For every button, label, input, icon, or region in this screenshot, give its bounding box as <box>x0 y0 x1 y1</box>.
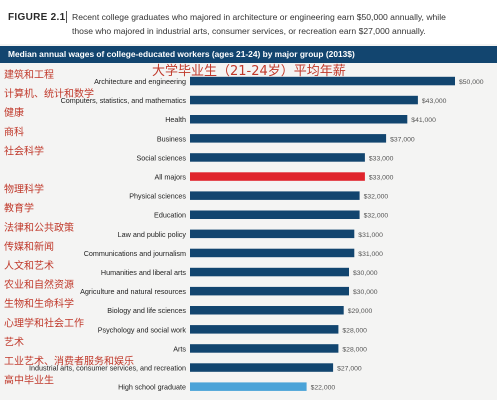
category-label: Biology and life sciences <box>107 306 186 315</box>
bar <box>190 76 455 86</box>
bar <box>190 153 365 162</box>
bar <box>190 134 387 143</box>
category-label: Education <box>154 211 186 220</box>
chinese-label: 计算机、统计和数学 <box>4 87 94 100</box>
figure-divider <box>66 11 67 23</box>
category-label: Law and public policy <box>118 230 187 239</box>
value-label: $31,000 <box>358 232 383 239</box>
caption-line-1: Recent college graduates who majored in … <box>72 12 446 22</box>
value-label: $22,000 <box>311 385 336 392</box>
category-label: All majors <box>154 173 186 182</box>
value-label: $28,000 <box>342 327 367 334</box>
value-label: $32,000 <box>364 194 389 201</box>
bar <box>190 172 365 181</box>
bar <box>190 382 307 391</box>
bar <box>190 286 349 296</box>
category-label: Business <box>157 134 187 143</box>
value-label: $37,000 <box>390 136 415 143</box>
chinese-label: 工业艺术、消费者服务和娱乐 <box>4 355 134 368</box>
chinese-label: 生物和生命科学 <box>4 297 74 310</box>
figure-label: FIGURE 2.1 <box>8 12 65 23</box>
value-label: $50,000 <box>459 79 484 86</box>
value-label: $33,000 <box>369 175 394 182</box>
chinese-label: 物理科学 <box>4 183 44 196</box>
figure-header: FIGURE 2.1 Recent college graduates who … <box>0 0 497 44</box>
figure-number: FIGURE 2.1 <box>8 12 66 23</box>
bar <box>190 210 360 219</box>
value-label: $33,000 <box>369 155 394 162</box>
chinese-label: 健康 <box>4 106 24 119</box>
category-label: Computers, statistics, and mathematics <box>61 96 187 105</box>
bar <box>190 306 344 315</box>
caption-line-2: those who majored in industrial arts, co… <box>72 26 426 36</box>
category-label: Humanities and liberal arts <box>101 268 186 277</box>
figure-caption: Recent college graduates who majored in … <box>72 10 492 38</box>
category-label: Health <box>165 115 186 124</box>
category-label: Physical sciences <box>129 192 186 201</box>
bar <box>190 363 334 372</box>
chinese-label: 人文和艺术 <box>4 259 54 272</box>
bar <box>190 248 355 258</box>
value-label: $32,000 <box>364 213 389 220</box>
chinese-label: 建筑和工程 <box>4 68 54 81</box>
bar <box>190 344 339 353</box>
overlay-title: 大学毕业生（21-24岁）平均年薪 <box>152 64 346 79</box>
category-label: Architecture and engineering <box>94 77 186 86</box>
value-label: $27,000 <box>337 366 362 373</box>
category-label: Industrial arts, consumer services, and … <box>29 364 186 373</box>
category-label: High school graduate <box>118 383 186 392</box>
value-label: $41,000 <box>411 117 436 124</box>
chart-subtitle-band: Median annual wages of college-educated … <box>0 46 497 63</box>
value-label: $30,000 <box>353 289 378 296</box>
value-label: $28,000 <box>342 346 367 353</box>
category-label: Communications and journalism <box>84 249 186 258</box>
chart-subtitle: Median annual wages of college-educated … <box>8 49 355 59</box>
chinese-label: 教育学 <box>4 202 34 215</box>
chinese-label: 心理学和社会工作 <box>4 316 84 329</box>
category-label: Social sciences <box>136 153 186 162</box>
value-label: $31,000 <box>358 251 383 258</box>
value-label: $29,000 <box>348 308 373 315</box>
value-label: $43,000 <box>422 98 447 105</box>
chinese-label: 农业和自然资源 <box>4 278 74 291</box>
bar <box>190 229 355 239</box>
bar <box>190 115 408 124</box>
chinese-label: 传媒和新闻 <box>4 240 54 253</box>
bar <box>190 325 339 334</box>
bar <box>190 191 360 200</box>
chinese-label: 高中毕业生 <box>4 374 54 387</box>
category-label: Agriculture and natural resources <box>80 287 186 296</box>
chinese-label: 商科 <box>4 125 24 138</box>
chinese-label: 艺术 <box>4 336 24 348</box>
category-label: Psychology and social work <box>98 325 187 334</box>
value-label: $30,000 <box>353 270 378 277</box>
chinese-label: 社会科学 <box>4 144 44 157</box>
chinese-label: 法律和公共政策 <box>4 221 74 234</box>
bar <box>190 95 418 105</box>
bar <box>190 267 349 277</box>
category-label: Arts <box>173 344 186 353</box>
